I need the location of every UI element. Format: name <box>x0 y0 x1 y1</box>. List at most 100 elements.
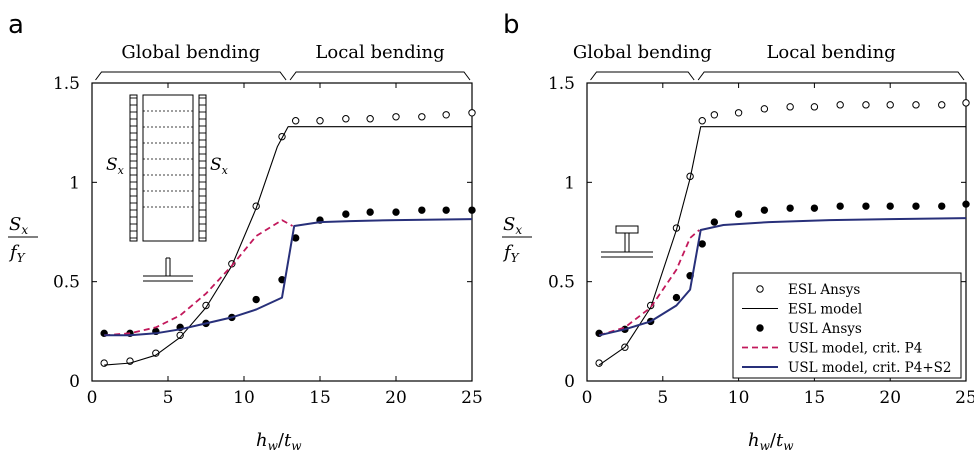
data-point-usl-ansys <box>698 240 706 248</box>
x-tick-label: 15 <box>309 388 331 408</box>
region-label: Global bending <box>573 42 712 63</box>
data-point-esl-ansys <box>291 117 300 125</box>
data-point-esl-ansys <box>786 103 794 111</box>
plate-outline <box>142 94 194 242</box>
y-tick-label: 1.5 <box>548 74 575 94</box>
y-tick-label: 0.5 <box>548 273 575 293</box>
region-label: Local bending <box>766 42 895 63</box>
y-tick-label: 0 <box>564 372 575 392</box>
data-point-usl-ansys <box>252 295 260 304</box>
data-point-usl-ansys <box>786 204 794 212</box>
x-tick-label: 25 <box>955 388 974 408</box>
x-tick-label: 5 <box>163 388 174 408</box>
y-axis-label-numerator: Sx <box>9 214 28 237</box>
legend-box <box>732 272 962 379</box>
t-stiffener-section-icon <box>601 225 653 258</box>
panel-b-frame <box>586 82 967 382</box>
y-tick-label: 0 <box>69 372 80 392</box>
region-label: Local bending <box>315 42 444 63</box>
x-tick-label: 15 <box>804 388 826 408</box>
data-point-usl-ansys <box>938 202 946 210</box>
data-point-usl-ansys <box>710 218 719 226</box>
x-tick-label: 10 <box>728 388 750 408</box>
plate-stiffener-lines <box>143 110 193 208</box>
left-load-label: Sx <box>106 155 125 177</box>
legend: ESL Ansys ESL model USL Ansys USL model, cr… <box>732 272 962 379</box>
data-point-usl-ansys <box>442 206 450 214</box>
region-bracket <box>697 71 965 81</box>
left-load-arrows <box>129 94 138 242</box>
y-tick-label: 0.5 <box>53 273 80 293</box>
panel-b-plot-area <box>595 99 970 367</box>
data-point-usl-ansys <box>672 293 681 302</box>
data-point-esl-ansys <box>442 111 450 119</box>
data-point-usl-ansys <box>366 208 374 216</box>
legend-label-esl-model: ESL model <box>788 302 862 318</box>
legend-label-usl-model-crit-p4-s2: USL model, crit. P4+S2 <box>788 360 952 376</box>
series-line-usl-model-crit-p4 <box>104 219 294 337</box>
data-point-esl-ansys <box>734 109 743 117</box>
panel-a-inset-plate-drawing: Sx Sx <box>106 94 229 282</box>
data-point-esl-ansys <box>912 101 920 109</box>
data-point-usl-ansys <box>342 210 350 218</box>
data-point-esl-ansys <box>392 113 400 121</box>
data-point-esl-ansys <box>938 101 946 109</box>
data-point-esl-ansys <box>862 101 870 109</box>
data-point-usl-ansys <box>886 202 894 210</box>
t-stiffener-section-icon <box>143 257 193 282</box>
panel-b-x-axis-label: hw/tw <box>748 430 794 453</box>
data-point-esl-ansys <box>176 331 184 340</box>
panel-a-letter: a <box>8 10 24 40</box>
panel-a-axes: 0 5 10 15 20 25 0 0.5 1 1.5 <box>53 74 483 408</box>
x-tick-label: 10 <box>233 388 255 408</box>
data-point-usl-ansys <box>862 202 870 210</box>
y-tick-label: 1 <box>69 173 80 193</box>
y-axis-label-denominator: fY <box>502 242 520 265</box>
data-point-esl-ansys <box>418 113 426 121</box>
x-tick-label: 0 <box>87 388 98 408</box>
region-bracket <box>590 71 695 81</box>
data-point-usl-ansys <box>468 206 476 214</box>
panel-a-plot-area <box>100 109 476 367</box>
panel-a-y-axis-label: Sx fY <box>8 214 38 265</box>
legend-swatch-esl-ansys <box>756 285 764 293</box>
data-point-esl-ansys <box>962 99 970 107</box>
region-bracket <box>289 71 471 81</box>
legend-label-usl-ansys: USL Ansys <box>788 321 862 337</box>
data-point-esl-ansys <box>698 117 706 125</box>
panel-b-region-brackets: Global bending Local bending <box>573 42 965 81</box>
data-point-esl-ansys <box>342 115 350 123</box>
series-line-esl-model <box>598 126 966 366</box>
x-tick-label: 20 <box>385 388 407 408</box>
x-tick-label: 0 <box>582 388 593 408</box>
x-axis-label: hw/tw <box>256 430 302 453</box>
data-point-esl-ansys <box>366 115 374 123</box>
panel-b-letter: b <box>503 10 520 40</box>
x-tick-label: 20 <box>879 388 901 408</box>
data-point-esl-ansys <box>810 103 819 111</box>
y-axis-label-denominator: fY <box>8 242 26 265</box>
data-point-usl-ansys <box>734 210 743 218</box>
region-label: Global bending <box>121 42 260 63</box>
data-point-usl-ansys <box>760 206 769 214</box>
right-load-arrows <box>198 94 207 242</box>
x-axis-label: hw/tw <box>748 430 794 453</box>
data-point-esl-ansys <box>316 117 324 125</box>
y-axis-label-numerator: Sx <box>503 214 522 237</box>
panel-a-frame <box>91 82 473 382</box>
data-point-usl-ansys <box>392 208 400 216</box>
legend-label-esl-ansys: ESL Ansys <box>788 282 860 298</box>
data-point-usl-ansys <box>810 204 819 212</box>
panel-a-region-brackets: Global bending Local bending <box>95 42 471 81</box>
legend-swatch-usl-ansys <box>756 324 764 332</box>
region-bracket <box>95 71 287 81</box>
data-point-esl-ansys <box>710 111 719 119</box>
legend-label-usl-model-crit-p4: USL model, crit. P4 <box>788 341 922 357</box>
data-point-esl-ansys <box>468 109 476 117</box>
series-line-usl-model-crit-p4-s2 <box>104 218 473 337</box>
data-point-usl-ansys <box>912 202 920 210</box>
y-tick-label: 1.5 <box>53 74 80 94</box>
series-line-usl-model-crit-p4-s2 <box>598 217 967 337</box>
x-tick-label: 25 <box>461 388 483 408</box>
